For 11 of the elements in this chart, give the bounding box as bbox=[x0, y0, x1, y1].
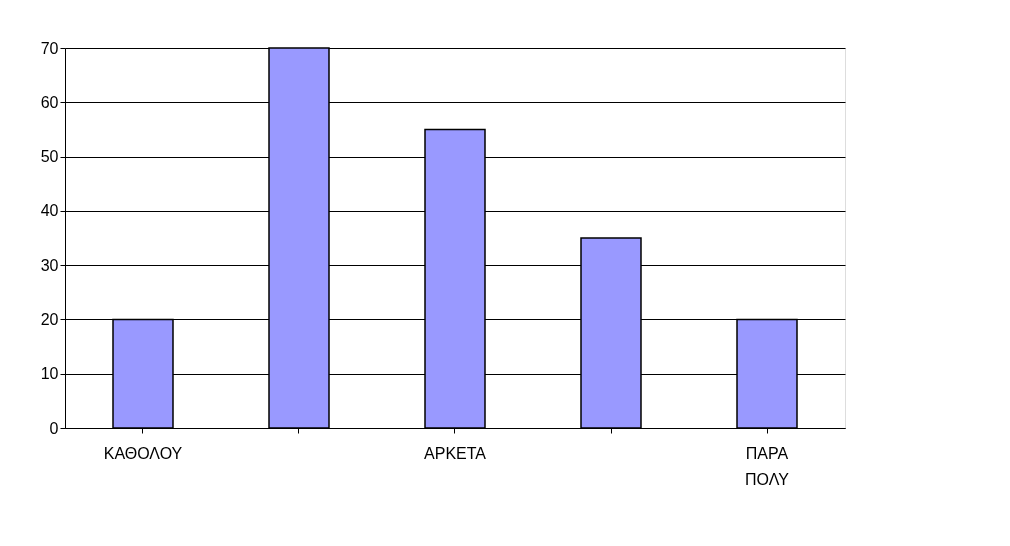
x-tick-label: ΠΑΡΑ ΠΟΛΥ bbox=[745, 444, 790, 488]
x-tick-label: ΚΑΘΟΛΟΥ bbox=[103, 444, 183, 462]
y-tick-label: 70 bbox=[40, 39, 59, 57]
y-tick-label: 60 bbox=[40, 93, 59, 111]
y-tick-label: 50 bbox=[40, 148, 59, 166]
y-tick-label: 30 bbox=[40, 256, 59, 274]
y-tick-label: 20 bbox=[40, 310, 59, 328]
x-tick-label: ΑΡΚΕΤΑ bbox=[424, 444, 487, 462]
y-tick-label: 40 bbox=[40, 202, 59, 220]
y-tick-label: 0 bbox=[49, 419, 59, 437]
y-tick-label: 10 bbox=[40, 365, 59, 383]
